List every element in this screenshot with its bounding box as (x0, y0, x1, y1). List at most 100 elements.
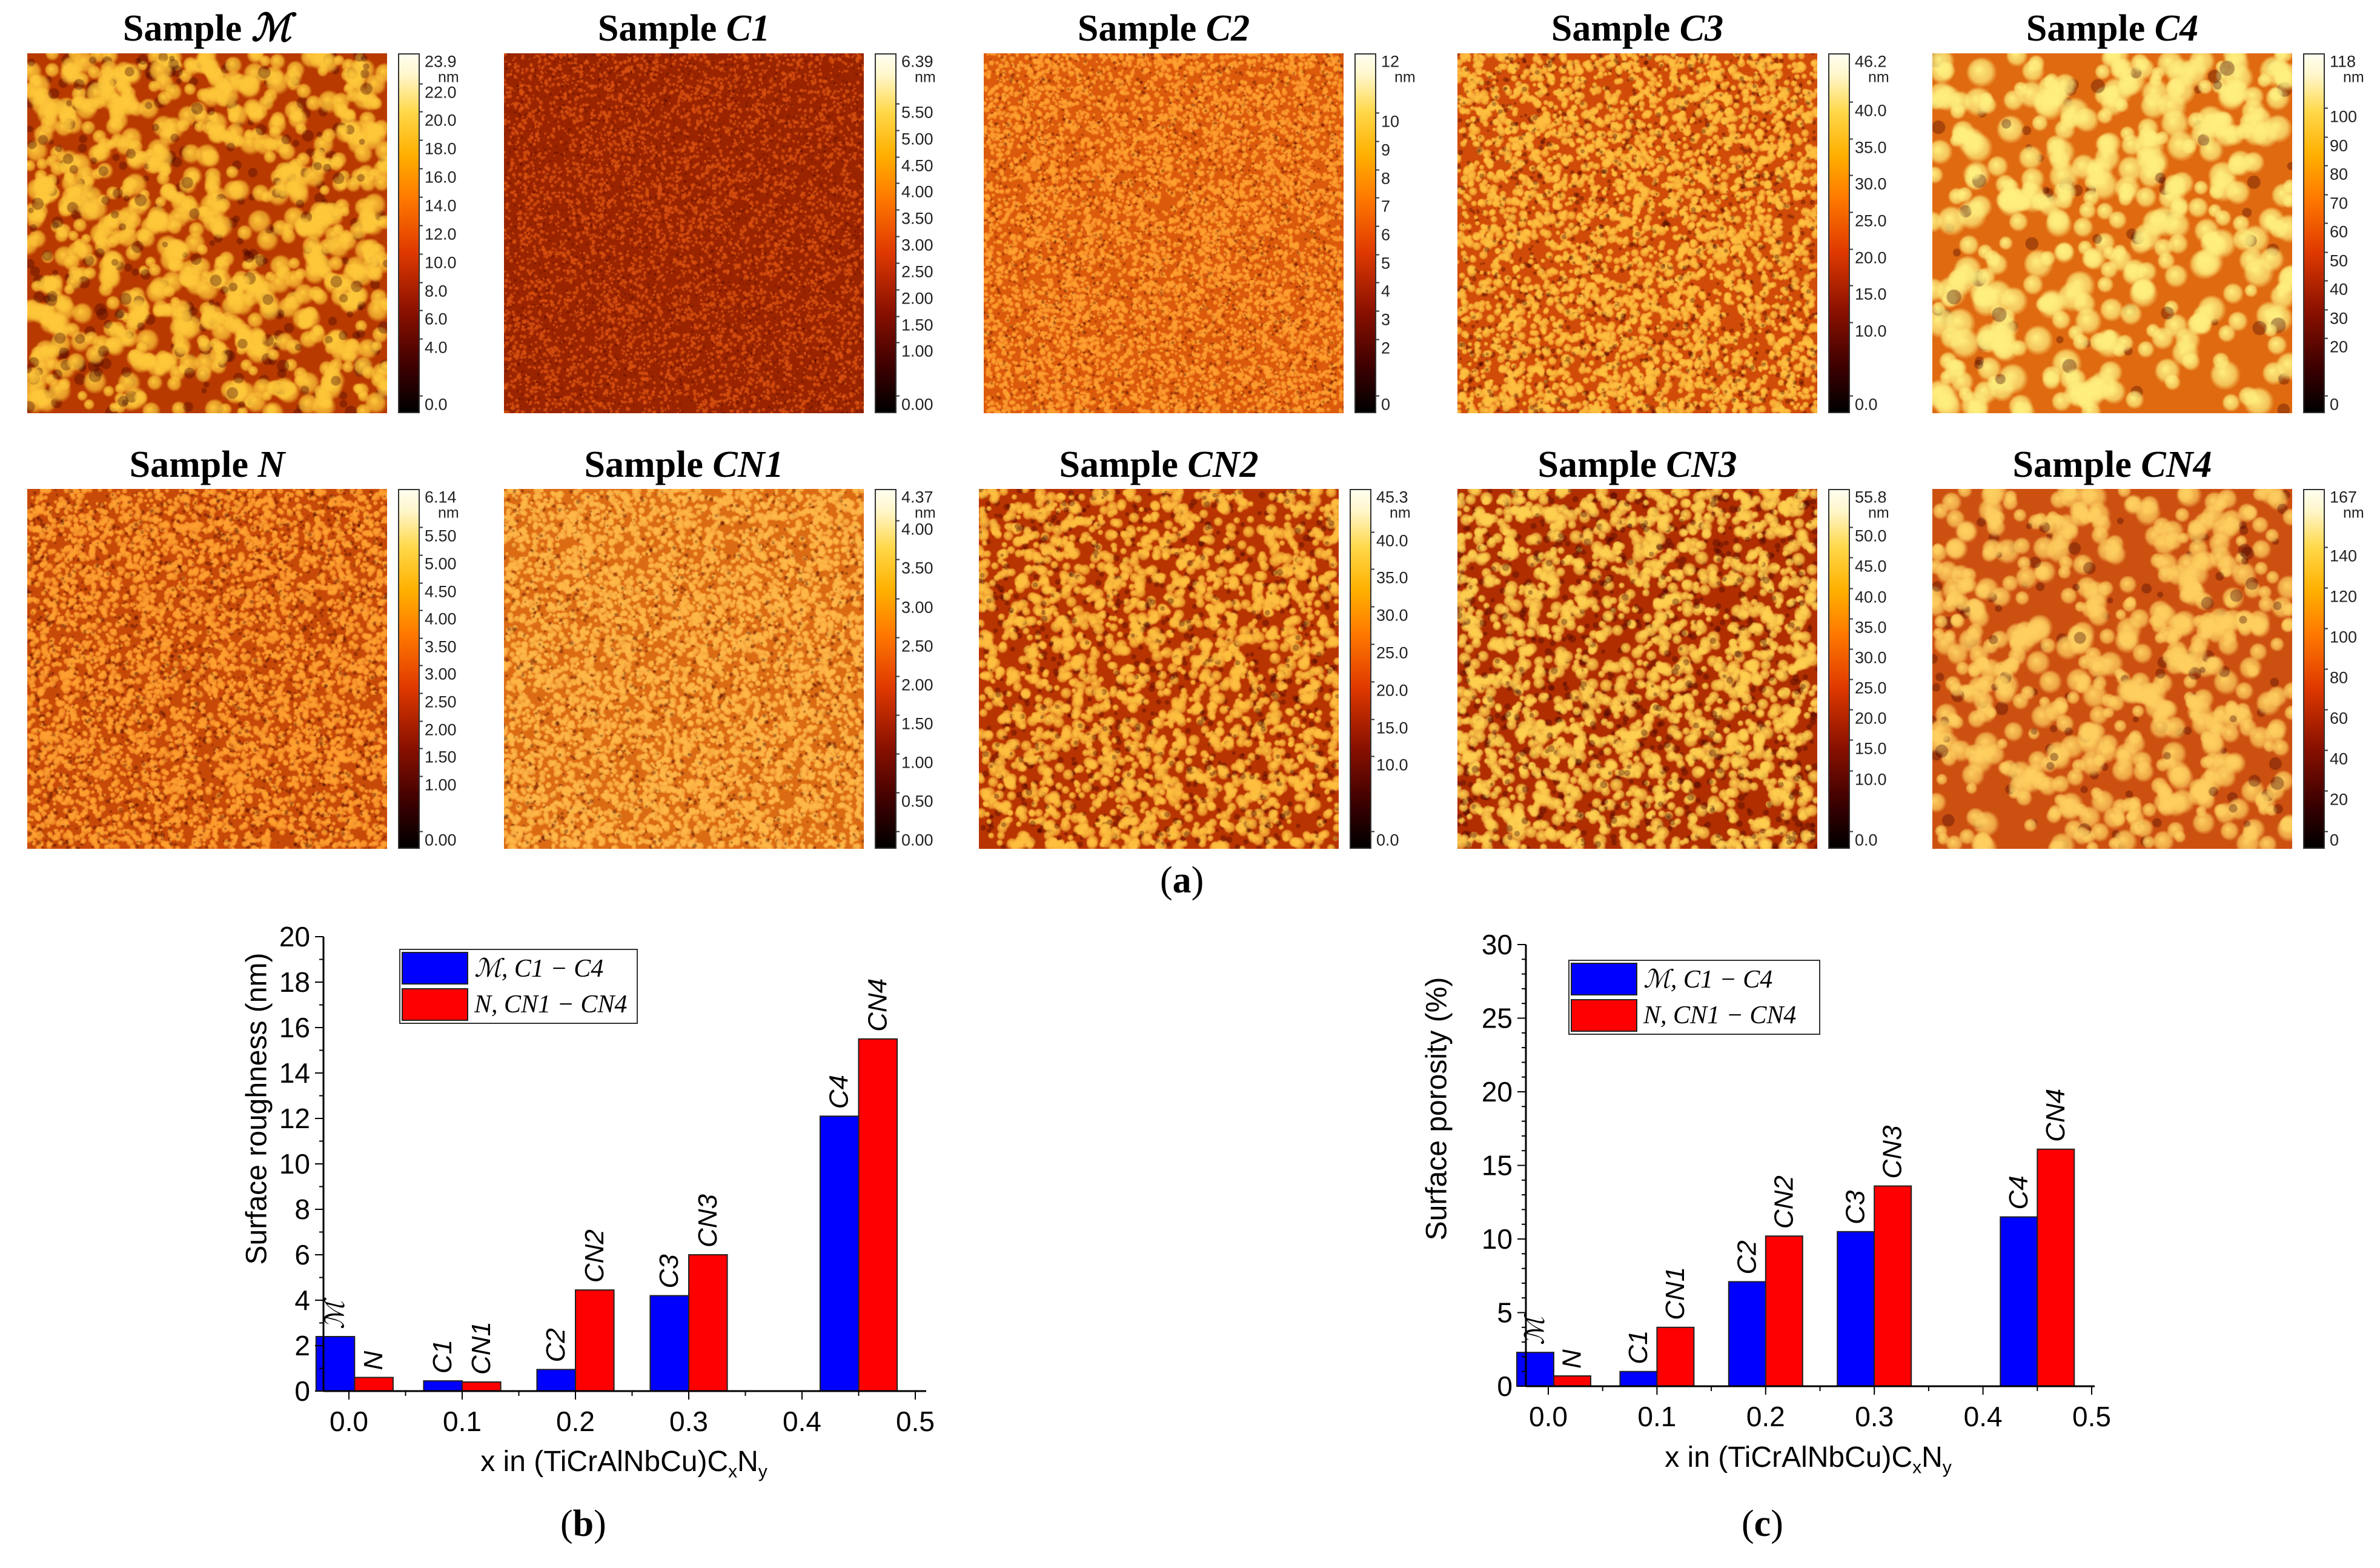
legend-swatch-red (1571, 999, 1637, 1032)
colorbar (2303, 489, 2325, 849)
colorbar-labels: 118 nm 100 90 80 70 60 50 40 30 20 0 (2323, 52, 2379, 414)
sample-title-prefix: Sample (1537, 444, 1666, 485)
afm-height-map (1932, 53, 2292, 413)
sample-title-prefix: Sample (1077, 8, 1206, 49)
colorbar-tick-label: 90 (2323, 136, 2349, 155)
y-tick-label: 20 (279, 921, 310, 952)
colorbar-tick-label: 35.0 (1849, 138, 1887, 157)
colorbar-max: 4.37 (901, 488, 933, 507)
colorbar-tick-label: 4 (1374, 282, 1391, 301)
x-tick-label: 0.0 (1529, 1401, 1568, 1432)
sample-title-prefix: Sample (584, 444, 713, 485)
colorbar-tick-label: 30.0 (1849, 648, 1887, 667)
sample-title-prefix: Sample (129, 444, 258, 485)
panel-label-a: (a) (1160, 860, 1204, 901)
bar-label: CN4 (2041, 1089, 2070, 1142)
colorbar-tick-label: 6 (1374, 225, 1391, 244)
colorbar-tick-label: 12.0 (419, 225, 457, 244)
sample-id: CN4 (2141, 444, 2212, 485)
bar-cn3 (1874, 1185, 1912, 1387)
bar-cn4 (2037, 1148, 2075, 1387)
colorbar-unit: nm (1868, 68, 1889, 86)
bar-n (1553, 1375, 1591, 1387)
colorbar-unit: nm (1394, 68, 1416, 86)
sample-id: C4 (2154, 8, 2199, 49)
colorbar-labels: 45.3 nm 40.0 35.0 30.0 25.0 20.0 15.0 10.0 0.0 (1370, 488, 1426, 849)
y-axis-label: Surface roughness (nm) (240, 952, 273, 1265)
colorbar-tick-label: 40.0 (1849, 101, 1887, 120)
colorbar-max: 12 (1381, 52, 1400, 71)
bar-c4 (2000, 1216, 2038, 1387)
colorbar-tick-label: 25.0 (1849, 211, 1887, 230)
colorbar-unit: nm (1868, 504, 1889, 522)
y-tick-label: 30 (1482, 929, 1513, 960)
colorbar-unit: nm (2343, 504, 2364, 522)
colorbar (2303, 53, 2325, 413)
colorbar-tick-label: 5.50 (419, 527, 457, 545)
colorbar-labels: 23.9 nm 22.0 20.0 18.0 16.0 14.0 12.0 10.0 8.0 6.0… (419, 53, 474, 414)
y-tick-label: 12 (279, 1103, 310, 1134)
colorbar-tick-label: 18.0 (419, 139, 457, 158)
x-tick-label: 0.1 (1637, 1401, 1676, 1432)
colorbar-tick-label: 40.0 (1849, 588, 1887, 606)
sample-id: C2 (1205, 8, 1250, 49)
colorbar-tick-label: 20.0 (1370, 681, 1408, 700)
sample-title-prefix: Sample (1059, 444, 1188, 485)
colorbar-max: 118 (2330, 52, 2356, 71)
afm-height-map (504, 489, 864, 849)
colorbar-tick-label: 2 (1374, 339, 1391, 357)
bar-cn2 (575, 1289, 615, 1392)
bar-c3 (1837, 1231, 1875, 1387)
y-tick-label: 18 (279, 966, 310, 998)
colorbar (1828, 53, 1850, 413)
sample-title: Sample CN3 (1450, 443, 1825, 486)
y-tick-label: 6 (294, 1239, 310, 1271)
afm-height-map (979, 489, 1339, 849)
colorbar-tick-label: 140 (2323, 546, 2358, 565)
colorbar-tick-label: 80 (2323, 668, 2349, 687)
colorbar-tick-label: 0.0 (1849, 831, 1878, 849)
afm-height-map (1457, 53, 1817, 413)
colorbar-tick-label: 3.50 (895, 209, 933, 228)
colorbar-labels: 46.2 nm 40.0 35.0 30.0 25.0 20.0 15.0 10.0 0.0 (1849, 53, 1904, 414)
colorbar-tick-label: 10.0 (1849, 770, 1887, 789)
x-tick-label: 0.5 (2072, 1401, 2111, 1432)
colorbar-labels: 6.14 nm 5.50 5.00 4.50 4.00 3.50 3.00 2.50 2.00 1.… (419, 488, 474, 849)
bar-n (354, 1377, 394, 1392)
sample-title-prefix: Sample (2012, 444, 2141, 485)
bar-cn2 (1765, 1235, 1803, 1387)
legend-item: N, CN1 − CN4 (400, 986, 637, 1023)
colorbar-tick-label: 3.50 (419, 637, 457, 656)
colorbar-tick-label: 20 (2323, 790, 2349, 809)
legend-swatch-red (402, 988, 468, 1021)
x-axis-label: x in (TiCrAlNbCu)CxNy (480, 1446, 767, 1482)
colorbar-max: 167 (2330, 488, 2358, 507)
colorbar-labels: 12 nm 10 9 8 7 6 5 4 3 2 0 (1374, 52, 1431, 414)
colorbar-tick-label: 40 (2323, 749, 2349, 768)
colorbar-tick-label: 15.0 (1849, 739, 1887, 758)
colorbar-tick-label: 5.00 (419, 554, 457, 573)
y-tick-label: 16 (279, 1012, 310, 1043)
bar-label: CN4 (863, 978, 892, 1032)
sample-id: C3 (1679, 8, 1724, 49)
colorbar-tick-label: 2.50 (895, 637, 933, 656)
colorbar-unit: nm (915, 504, 936, 522)
colorbar-tick-label: 1.50 (895, 316, 933, 334)
colorbar-tick-label: 0.00 (895, 395, 933, 414)
colorbar-tick-label: 10.0 (1849, 322, 1887, 341)
y-tick-label: 4 (294, 1284, 310, 1316)
bar-ℳ (1516, 1352, 1554, 1387)
colorbar-tick-label: 10.0 (419, 253, 457, 272)
colorbar-tick-label: 3.50 (895, 559, 933, 577)
colorbar-tick-label: 0.0 (1370, 831, 1399, 849)
colorbar (1354, 53, 1376, 413)
afm-height-map (27, 53, 387, 413)
colorbar-tick-label: 0 (2323, 831, 2339, 849)
sample-title: Sample CN2 (971, 443, 1347, 486)
bar-cn4 (858, 1038, 898, 1392)
bar-c1 (423, 1380, 463, 1392)
bar-label: C2 (1732, 1240, 1762, 1274)
colorbar-tick-label: 3 (1374, 310, 1391, 329)
bar-label: N (359, 1351, 388, 1370)
colorbar-tick-label: 25.0 (1370, 643, 1408, 662)
